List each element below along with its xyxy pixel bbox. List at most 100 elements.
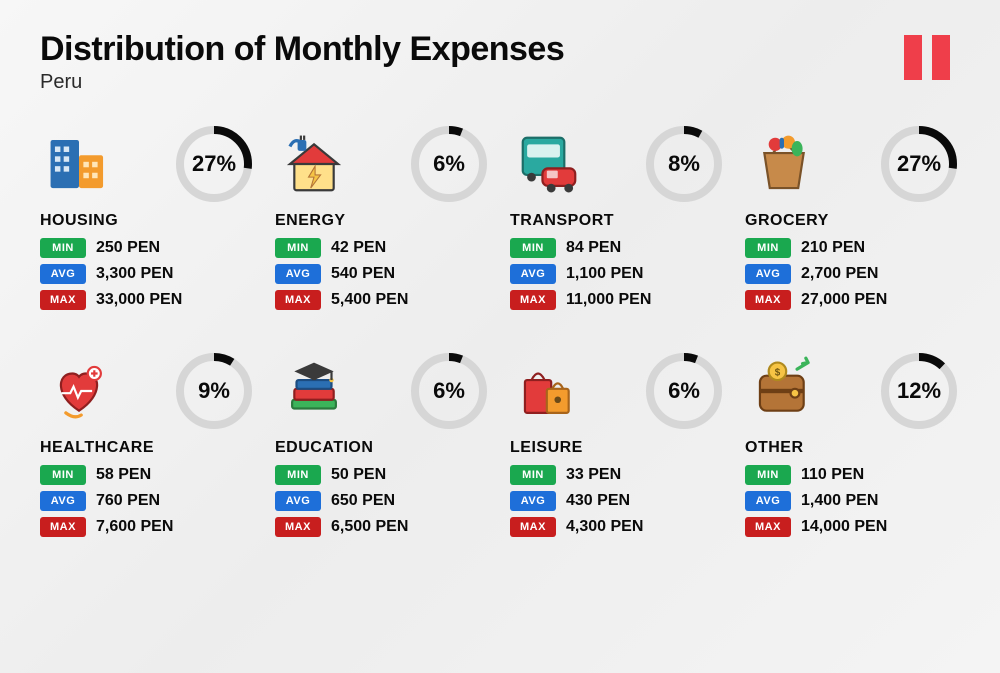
min-value: 210 PEN [801, 239, 865, 257]
max-value: 11,000 PEN [566, 291, 651, 309]
stat-row-max: MAX 27,000 PEN [745, 290, 960, 310]
svg-text:$: $ [775, 368, 781, 379]
stat-row-min: MIN 58 PEN [40, 465, 255, 485]
transport-icon [510, 125, 588, 203]
other-icon: $ [745, 352, 823, 430]
max-value: 5,400 PEN [331, 291, 408, 309]
min-value: 110 PEN [801, 466, 864, 484]
category-name: TRANSPORT [510, 212, 725, 230]
avg-badge: AVG [275, 491, 321, 511]
percent-label: 9% [173, 350, 255, 432]
percent-label: 12% [878, 350, 960, 432]
stat-row-min: MIN50 PEN [275, 465, 490, 485]
flag-bar-left [904, 35, 922, 80]
min-value: 84 PEN [566, 239, 621, 257]
category-name: OTHER [745, 439, 960, 457]
percent-label: 6% [643, 350, 725, 432]
percent-ring: 6% [408, 350, 490, 432]
percent-label: 6% [408, 123, 490, 205]
stat-row-max: MAX 14,000 PEN [745, 517, 960, 537]
min-badge: MIN [745, 238, 791, 258]
stat-row-min: MIN 110 PEN [745, 465, 960, 485]
percent-ring: 9% [173, 350, 255, 432]
avg-badge: AVG [510, 264, 556, 284]
min-badge: MIN [275, 238, 321, 258]
percent-ring: 8% [643, 123, 725, 205]
max-badge: MAX [510, 517, 556, 537]
category-grid: 27% HOUSING MIN 250 PEN AVG 3,300 PEN MAX33,00… [40, 124, 960, 543]
stat-row-avg: AVG 430 PEN [510, 491, 725, 511]
min-value: 58 PEN [96, 466, 151, 484]
avg-value: 3,300 PEN [96, 265, 173, 283]
category-card-leisure: 6% LEISURE MIN33 PEN AVG 430 PEN MAX 4,300 PEN [510, 351, 725, 543]
flag-bar-right [932, 35, 950, 80]
page-title: Distribution of Monthly Expenses [40, 30, 960, 69]
category-card-education: 6% EDUCATION MIN50 PEN AVG650 PEN MAX6,500 P… [275, 351, 490, 543]
stat-row-min: MIN33 PEN [510, 465, 725, 485]
category-card-energy: 6%ENERGYMIN42 PENAVG540 PENMAX5,400 PEN [275, 124, 490, 316]
min-badge: MIN [510, 238, 556, 258]
flag-icon [904, 35, 950, 80]
leisure-icon [510, 352, 588, 430]
avg-value: 2,700 PEN [801, 265, 878, 283]
max-badge: MAX [745, 290, 791, 310]
stat-row-max: MAX7,600 PEN [40, 517, 255, 537]
percent-ring: 12% [878, 350, 960, 432]
percent-label: 6% [408, 350, 490, 432]
max-badge: MAX [275, 517, 321, 537]
max-badge: MAX [40, 517, 86, 537]
stat-row-avg: AVG 2,700 PEN [745, 264, 960, 284]
category-name: HOUSING [40, 212, 255, 230]
max-value: 4,300 PEN [566, 518, 643, 536]
stat-row-max: MAX6,500 PEN [275, 517, 490, 537]
min-badge: MIN [40, 465, 86, 485]
healthcare-icon [40, 352, 118, 430]
stat-row-min: MIN 210 PEN [745, 238, 960, 258]
category-name: LEISURE [510, 439, 725, 457]
category-card-other: $ 12% OTHER MIN 110 PEN AVG 1,400 PEN MAX 14,00… [745, 351, 960, 543]
category-name: HEALTHCARE [40, 439, 255, 457]
stat-row-avg: AVG 3,300 PEN [40, 264, 255, 284]
avg-value: 430 PEN [566, 492, 630, 510]
stat-row-avg: AVG650 PEN [275, 491, 490, 511]
stat-row-avg: AVG760 PEN [40, 491, 255, 511]
stat-row-avg: AVG 1,400 PEN [745, 491, 960, 511]
grocery-icon [745, 125, 823, 203]
max-value: 14,000 PEN [801, 518, 887, 536]
category-card-grocery: 27%GROCERYMIN210 PENAVG2,700 PENMAX27,00… [745, 124, 960, 316]
avg-value: 1,100 PEN [566, 265, 643, 283]
max-badge: MAX [510, 290, 556, 310]
avg-value: 1,400 PEN [801, 492, 878, 510]
stat-row-max: MAX 4,300 PEN [510, 517, 725, 537]
max-badge: MAX [275, 290, 321, 310]
min-value: 50 PEN [331, 466, 386, 484]
avg-badge: AVG [745, 491, 791, 511]
min-badge: MIN [745, 465, 791, 485]
avg-badge: AVG [40, 264, 86, 284]
min-value: 42 PEN [331, 239, 386, 257]
avg-badge: AVG [510, 491, 556, 511]
stat-row-min: MIN 84 PEN [510, 238, 725, 258]
stat-row-max: MAX 5,400 PEN [275, 290, 490, 310]
category-card-housing: 27% HOUSING MIN 250 PEN AVG 3,300 PEN MAX33,00… [40, 124, 255, 316]
percent-ring: 6% [408, 123, 490, 205]
energy-icon [275, 125, 353, 203]
stat-row-min: MIN 42 PEN [275, 238, 490, 258]
percent-label: 8% [643, 123, 725, 205]
stat-row-max: MAX33,000 PEN [40, 290, 255, 310]
category-card-transport: 8% TRANSPORT MIN 84 PEN AVG 1,100 PEN MAX 11,00… [510, 124, 725, 316]
max-badge: MAX [40, 290, 86, 310]
stat-row-avg: AVG540 PEN [275, 264, 490, 284]
category-name: EDUCATION [275, 439, 490, 457]
percent-ring: 27% [173, 123, 255, 205]
max-value: 27,000 PEN [801, 291, 887, 309]
min-value: 250 PEN [96, 239, 160, 257]
avg-badge: AVG [40, 491, 86, 511]
min-badge: MIN [510, 465, 556, 485]
percent-ring: 6% [643, 350, 725, 432]
stat-row-avg: AVG 1,100 PEN [510, 264, 725, 284]
min-badge: MIN [40, 238, 86, 258]
avg-badge: AVG [745, 264, 791, 284]
housing-icon [40, 125, 118, 203]
max-badge: MAX [745, 517, 791, 537]
